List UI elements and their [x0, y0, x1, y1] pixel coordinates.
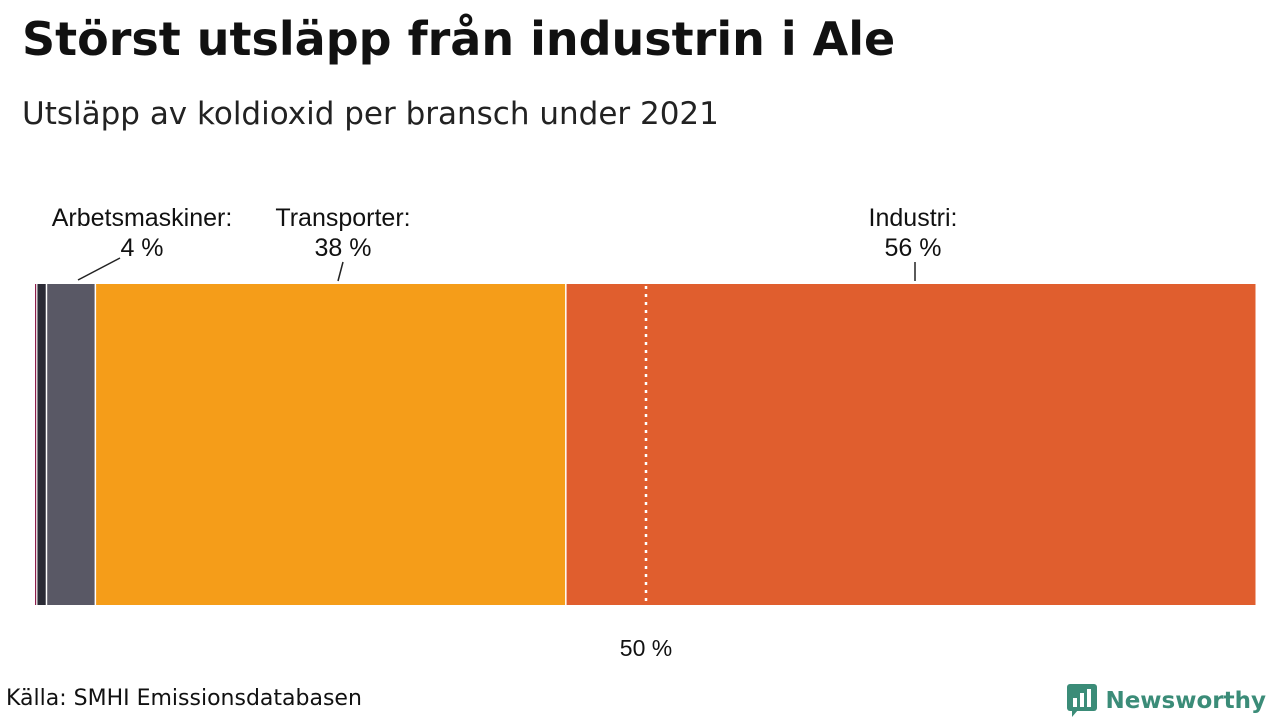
leader-line-transporter — [337, 261, 344, 282]
stacked-bar-chart: Arbetsmaskiner:4 % Transporter:38 % Indust… — [35, 204, 1256, 661]
chart-title: Störst utsläpp från industrin i Ale — [22, 12, 896, 66]
source-note: Källa: SMHI Emissionsdatabasen — [6, 686, 362, 711]
bar-segment-transporter — [96, 284, 566, 605]
reference-line-label: 50 % — [620, 635, 672, 661]
brand-name: Newsworthy — [1105, 688, 1266, 714]
bar-chart-speech-bubble-icon — [1067, 684, 1098, 717]
newsworthy-logo: Newsworthy — [1067, 684, 1266, 718]
bar-segment-segment-2 — [37, 284, 46, 605]
leader-line-arbetsmaskiner — [77, 257, 121, 281]
segment-label-arbetsmaskiner: Arbetsmaskiner: — [52, 204, 233, 232]
bar-segment-arbetsmaskiner — [47, 284, 95, 605]
segment-label-industri: Industri: — [869, 204, 958, 232]
bar-segment-industri — [566, 284, 1256, 605]
segment-value-transporter: 38 % — [315, 234, 372, 262]
segment-value-arbetsmaskiner: 4 % — [120, 234, 163, 262]
segment-label-transporter: Transporter: — [275, 204, 410, 232]
chart-subtitle: Utsläpp av koldioxid per bransch under 2… — [22, 96, 719, 132]
segment-value-industri: 56 % — [885, 234, 942, 262]
bar-segment-segment-1 — [35, 284, 37, 605]
